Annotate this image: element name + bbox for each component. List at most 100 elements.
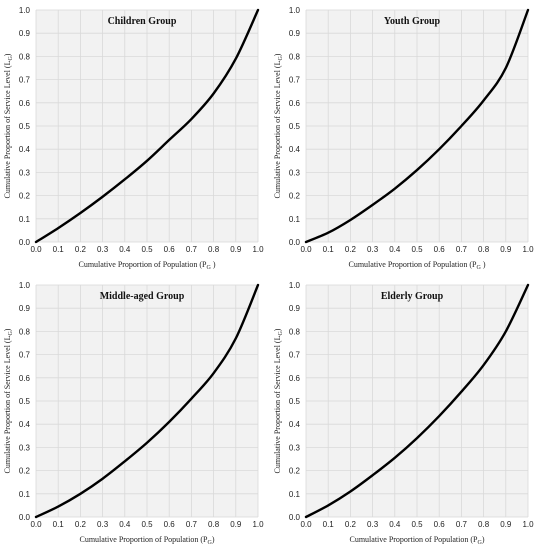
x-tick-label: 0.2: [75, 520, 87, 529]
x-tick-label: 0.7: [186, 520, 198, 529]
y-tick-label: 0.7: [289, 76, 301, 85]
y-tick-label: 0.9: [19, 304, 31, 313]
y-tick-label: 0.5: [289, 122, 301, 131]
x-tick-label: 0.0: [30, 520, 42, 529]
x-tick-label: 0.5: [141, 245, 153, 254]
y-tick-label: 0.4: [289, 420, 301, 429]
lorenz-curve-line: [34, 283, 260, 519]
x-tick-label: 0.8: [478, 245, 490, 254]
y-axis-label: Cumulative Proportion of Service Level (…: [273, 53, 284, 198]
x-tick-label: 0.6: [164, 520, 176, 529]
y-tick-label: 0.4: [19, 145, 31, 154]
y-tick-label: 0.7: [19, 351, 31, 360]
x-tick-label: 0.9: [230, 520, 242, 529]
x-tick-label: 0.8: [208, 520, 220, 529]
x-tick-label: 0.2: [345, 520, 357, 529]
x-tick-label: 0.0: [300, 520, 312, 529]
y-tick-label: 0.6: [19, 374, 31, 383]
lorenz-curve-line: [304, 8, 530, 244]
y-tick-label: 0.5: [19, 122, 31, 131]
chart-title: Middle-aged Group: [100, 291, 185, 302]
x-tick-label: 0.6: [434, 245, 446, 254]
y-tick-label: 0.6: [19, 99, 31, 108]
chart-title: Youth Group: [384, 16, 441, 27]
y-tick-label: 0.7: [19, 76, 31, 85]
x-axis-label: Cumulative Proportion of Population (PG): [349, 535, 484, 546]
x-tick-label: 1.0: [522, 245, 534, 254]
y-tick-label: 0.7: [289, 351, 301, 360]
x-axis-label: Cumulative Proportion of Population (PG …: [78, 260, 215, 271]
x-tick-label: 0.5: [141, 520, 153, 529]
x-tick-label: 0.6: [434, 520, 446, 529]
y-tick-label: 0.3: [19, 443, 31, 452]
x-tick-label: 0.9: [230, 245, 242, 254]
x-tick-label: 0.1: [53, 245, 65, 254]
y-tick-label: 0.4: [19, 420, 31, 429]
x-tick-label: 0.2: [75, 245, 87, 254]
x-tick-label: 0.7: [456, 245, 468, 254]
x-tick-label: 0.7: [456, 520, 468, 529]
y-tick-label: 0.8: [289, 52, 301, 61]
y-axis-label: Cumulative Proportion of Service Level (…: [273, 328, 284, 473]
y-tick-label: 0.0: [289, 238, 301, 247]
y-tick-label: 0.0: [19, 513, 31, 522]
x-tick-label: 0.4: [119, 245, 131, 254]
x-axis-label: Cumulative Proportion of Population (PG …: [348, 260, 485, 271]
x-tick-label: 0.4: [119, 520, 131, 529]
y-tick-label: 0.2: [289, 192, 301, 201]
x-tick-label: 0.0: [300, 245, 312, 254]
x-tick-label: 0.1: [323, 245, 335, 254]
chart-svg-elderly: 0.0 0.1 0.2 0.3 0.4 0.5 0.6 0.7 0.8 0.9 1.0 0.0 0.1 0…: [273, 281, 534, 546]
x-axis-label: Cumulative Proportion of Population (PG): [79, 535, 214, 546]
x-tick-label: 0.3: [367, 520, 379, 529]
y-tick-label: 0.1: [289, 490, 301, 499]
lorenz-curve-line: [304, 283, 530, 519]
x-tick-label: 1.0: [252, 245, 264, 254]
y-tick-label: 0.2: [19, 192, 31, 201]
x-tick-label: 0.3: [97, 520, 109, 529]
y-tick-label: 0.1: [19, 490, 31, 499]
y-tick-label: 1.0: [289, 6, 301, 15]
chart-panel-youth: 0.0 0.1 0.2 0.3 0.4 0.5 0.6 0.7 0.8 0.9 1.0 0.0 0.1 0…: [270, 0, 540, 275]
y-tick-label: 0.3: [289, 443, 301, 452]
y-tick-label: 1.0: [289, 281, 301, 290]
y-tick-label: 0.5: [19, 397, 31, 406]
x-tick-label: 0.9: [500, 245, 512, 254]
x-tick-label: 0.4: [389, 520, 401, 529]
y-tick-label: 0.0: [19, 238, 31, 247]
y-tick-label: 0.1: [289, 215, 301, 224]
x-tick-label: 1.0: [522, 520, 534, 529]
y-tick-label: 0.4: [289, 145, 301, 154]
x-tick-label: 1.0: [252, 520, 264, 529]
chart-title: Children Group: [108, 16, 177, 27]
y-tick-label: 1.0: [19, 281, 31, 290]
y-tick-label: 0.6: [289, 374, 301, 383]
x-tick-label: 0.1: [323, 520, 335, 529]
y-tick-label: 0.0: [289, 513, 301, 522]
x-tick-label: 0.9: [500, 520, 512, 529]
chart-svg-children: 0.0 0.1 0.2 0.3 0.4 0.5 0.6 0.7 0.8 0.9 1.0 0.0 0.1 0…: [3, 6, 264, 271]
y-tick-label: 0.8: [289, 327, 301, 336]
y-tick-label: 0.2: [289, 467, 301, 476]
x-tick-label: 0.8: [208, 245, 220, 254]
y-tick-label: 0.9: [289, 29, 301, 38]
x-tick-label: 0.3: [367, 245, 379, 254]
y-tick-label: 0.9: [19, 29, 31, 38]
x-tick-label: 0.3: [97, 245, 109, 254]
chart-panel-middle-aged: 0.0 0.1 0.2 0.3 0.4 0.5 0.6 0.7 0.8 0.9 1.0 0.0 0.1 0…: [0, 275, 270, 550]
lorenz-curve-line: [34, 8, 260, 244]
y-axis-label: Cumulative Proportion of Service Level (…: [3, 328, 14, 473]
chart-title: Elderly Group: [381, 291, 444, 302]
y-tick-label: 0.9: [289, 304, 301, 313]
x-tick-label: 0.1: [53, 520, 65, 529]
y-tick-label: 0.1: [19, 215, 31, 224]
x-tick-label: 0.4: [389, 245, 401, 254]
x-tick-label: 0.6: [164, 245, 176, 254]
x-tick-label: 0.7: [186, 245, 198, 254]
y-tick-label: 0.8: [19, 327, 31, 336]
chart-svg-youth: 0.0 0.1 0.2 0.3 0.4 0.5 0.6 0.7 0.8 0.9 1.0 0.0 0.1 0…: [273, 6, 534, 271]
y-tick-label: 1.0: [19, 6, 31, 15]
y-tick-label: 0.6: [289, 99, 301, 108]
y-tick-label: 0.2: [19, 467, 31, 476]
x-tick-label: 0.2: [345, 245, 357, 254]
